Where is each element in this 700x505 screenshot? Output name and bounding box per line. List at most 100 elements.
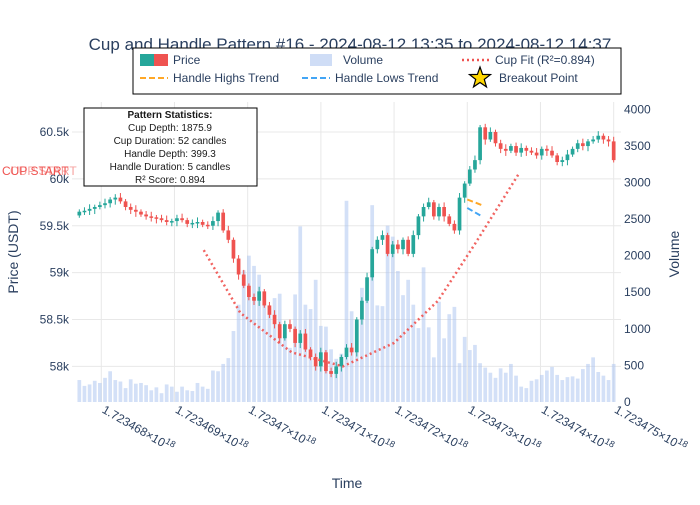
volume-bars bbox=[77, 200, 616, 402]
legend-item: Breakout Point bbox=[467, 65, 578, 89]
x-tick-label: 1.72347×1018 bbox=[246, 401, 318, 452]
candle-body bbox=[360, 300, 364, 320]
candle-body bbox=[375, 239, 380, 250]
candle-body bbox=[581, 143, 585, 147]
volume-bar bbox=[164, 384, 169, 402]
candle-body bbox=[149, 216, 154, 218]
legend-item: Cup Fit (R²=0.894) bbox=[462, 53, 595, 67]
candle-body bbox=[303, 333, 308, 350]
candle-body bbox=[133, 209, 138, 212]
legend-box bbox=[132, 47, 622, 95]
volume-bar bbox=[267, 307, 272, 402]
volume-bar bbox=[195, 382, 200, 402]
volume-bar bbox=[483, 367, 488, 402]
stats-line: R² Score: 0.894 bbox=[135, 175, 205, 186]
volume-bar bbox=[98, 382, 102, 402]
cup-start-annotation: CUP START bbox=[2, 164, 69, 178]
legend-label: Handle Lows Trend bbox=[335, 71, 438, 85]
volume-bar bbox=[462, 336, 467, 402]
candle-body bbox=[473, 160, 477, 170]
volume-bar bbox=[360, 287, 364, 402]
volume-bar bbox=[339, 353, 344, 402]
volume-bar bbox=[288, 347, 292, 402]
volume-bar bbox=[581, 369, 585, 402]
candle-body bbox=[103, 203, 107, 206]
y-tick-label: 59k bbox=[50, 266, 70, 280]
trend-lines bbox=[202, 173, 520, 368]
candle-body bbox=[282, 324, 287, 339]
volume-bar bbox=[159, 393, 164, 402]
volume-bar bbox=[539, 374, 544, 402]
candle-body bbox=[205, 224, 210, 227]
candle-body bbox=[390, 244, 395, 254]
volume-bar bbox=[426, 327, 431, 402]
candle-body bbox=[509, 146, 513, 151]
candle-body bbox=[169, 221, 174, 223]
candle-body bbox=[606, 139, 611, 142]
y2-axis-title: Volume bbox=[666, 230, 682, 277]
stats-box-frame bbox=[83, 107, 258, 187]
legend[interactable]: Price Volume Cup Fit (R²=0.894) Handle High… bbox=[132, 47, 622, 95]
volume-bar bbox=[334, 358, 339, 402]
volume-bar bbox=[298, 226, 303, 402]
volume-bar bbox=[534, 379, 539, 402]
candle-body bbox=[396, 244, 400, 250]
candle-body bbox=[349, 347, 354, 353]
volume-bar bbox=[77, 380, 82, 402]
volume-bar bbox=[144, 385, 148, 402]
candle-body bbox=[82, 210, 87, 213]
volume-bar bbox=[123, 388, 128, 402]
candle-body bbox=[385, 235, 390, 254]
candle-body bbox=[534, 152, 539, 156]
volume-bar bbox=[169, 386, 174, 402]
volume-bar bbox=[509, 363, 513, 402]
y2-tick-label: 4000 bbox=[624, 102, 651, 116]
candle-body bbox=[175, 218, 179, 222]
candle-body bbox=[308, 349, 313, 357]
candle-body bbox=[190, 222, 195, 225]
volume-bar bbox=[519, 386, 524, 402]
candle-body bbox=[216, 212, 220, 222]
volume-bar bbox=[190, 391, 195, 402]
volume-bar bbox=[272, 298, 277, 402]
candle-body bbox=[154, 217, 159, 219]
candle-body bbox=[437, 207, 441, 217]
candle-body bbox=[591, 139, 595, 142]
y-axis-title: Price (USDT) bbox=[5, 210, 21, 293]
y-tick-label: 58.5k bbox=[40, 313, 70, 327]
x-axis-title: Time bbox=[332, 475, 363, 491]
volume-bar bbox=[575, 378, 580, 402]
legend-swatch bbox=[154, 54, 168, 66]
candle-body bbox=[555, 155, 560, 162]
volume-bar bbox=[586, 363, 590, 402]
volume-bar bbox=[611, 363, 616, 402]
price-candles bbox=[77, 123, 616, 379]
volume-bar bbox=[349, 311, 354, 402]
volume-bar bbox=[175, 391, 179, 402]
volume-bar bbox=[185, 390, 190, 402]
candle-body bbox=[339, 357, 344, 367]
volume-bar bbox=[205, 388, 210, 402]
candle-body bbox=[488, 132, 493, 140]
volume-bar bbox=[277, 293, 282, 402]
candle-body bbox=[344, 347, 349, 357]
volume-bar bbox=[262, 304, 267, 402]
stats-line: Handle Depth: 399.3 bbox=[124, 149, 216, 160]
x-tick-label: 1.723471×1018 bbox=[319, 401, 397, 455]
candle-body bbox=[272, 314, 277, 325]
candle-body bbox=[596, 135, 601, 140]
pattern-stats-box: Pattern Statistics: Cup Depth: 1875.9 Cu… bbox=[83, 107, 258, 187]
candle-body bbox=[288, 324, 292, 329]
candle-body bbox=[185, 220, 190, 224]
y-tick-label: 60k bbox=[50, 172, 70, 186]
x-tick-label: 1.723472×1018 bbox=[393, 401, 471, 455]
volume-bar bbox=[560, 380, 565, 402]
x-tick-label: 1.723468×1018 bbox=[100, 401, 178, 455]
volume-bar bbox=[133, 383, 138, 402]
volume-bar bbox=[118, 381, 123, 402]
volume-bar bbox=[303, 304, 308, 402]
volume-bar bbox=[467, 350, 472, 402]
candle-body bbox=[226, 230, 231, 240]
volume-bar bbox=[293, 294, 297, 402]
candle-body bbox=[483, 127, 488, 140]
